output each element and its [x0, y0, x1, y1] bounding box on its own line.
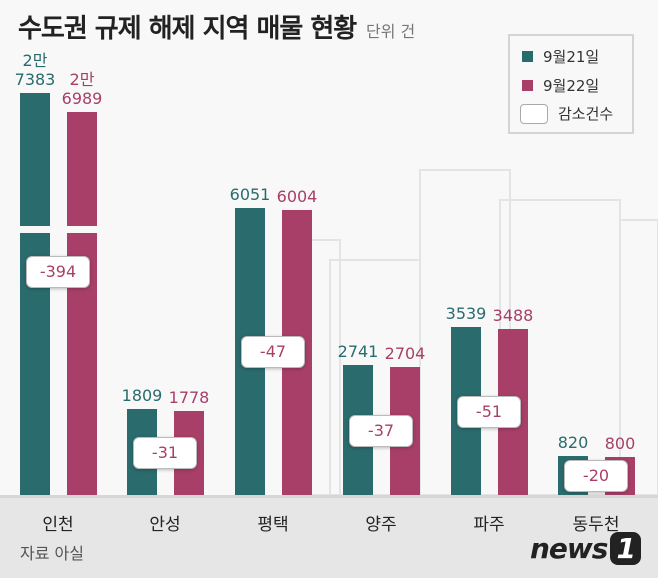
- legend-label: 감소건수: [558, 105, 614, 123]
- value-label: 6051: [229, 184, 271, 204]
- category-label: 파주: [473, 515, 505, 535]
- axis-break: [65, 226, 99, 233]
- category-label: 양주: [365, 515, 397, 535]
- legend-item-s2: 9월22일: [522, 75, 599, 96]
- delta-label: -394: [26, 256, 90, 288]
- value-label: 1809: [121, 386, 163, 406]
- value-label: 800: [604, 434, 636, 453]
- value-label: 1778: [168, 387, 210, 407]
- legend-label: 9월21일: [543, 48, 600, 66]
- delta-label: -37: [349, 414, 413, 447]
- news1-logo: news 1: [530, 532, 641, 565]
- legend: 9월21일 9월22일 감소건수: [508, 34, 634, 134]
- source-note: 자료 아실: [20, 544, 84, 563]
- category-label: 평택: [257, 515, 289, 535]
- unit-label: 단위 건: [366, 22, 416, 41]
- chart-title: 수도권 규제 해제 지역 매물 현황: [18, 14, 357, 44]
- bar: [67, 112, 97, 495]
- value-label: 2704: [384, 343, 426, 363]
- legend-swatch: [522, 51, 533, 62]
- footer: [0, 495, 658, 578]
- legend-item-delta: 감소건수: [520, 103, 613, 124]
- legend-swatch: [520, 103, 548, 124]
- bar: [20, 93, 50, 495]
- axis-break: [18, 226, 52, 233]
- legend-swatch: [522, 80, 533, 91]
- value-label: 820: [557, 433, 589, 453]
- delta-label: -51: [457, 396, 521, 429]
- category-label: 인천: [42, 515, 74, 535]
- delta-label: -20: [564, 460, 628, 492]
- legend-item-s1: 9월21일: [522, 46, 599, 67]
- category-label: 동두천: [572, 515, 620, 535]
- value-label: 3539: [445, 303, 487, 323]
- value-label: 2만 6989: [61, 70, 103, 108]
- value-label: 2741: [337, 341, 379, 361]
- delta-label: -31: [133, 436, 197, 469]
- value-label: 3488: [492, 306, 534, 326]
- value-label: 2만 7383: [14, 51, 56, 90]
- legend-label: 9월22일: [543, 77, 600, 95]
- value-label: 6004: [276, 186, 318, 206]
- delta-label: -47: [241, 336, 305, 369]
- category-label: 안성: [149, 515, 181, 535]
